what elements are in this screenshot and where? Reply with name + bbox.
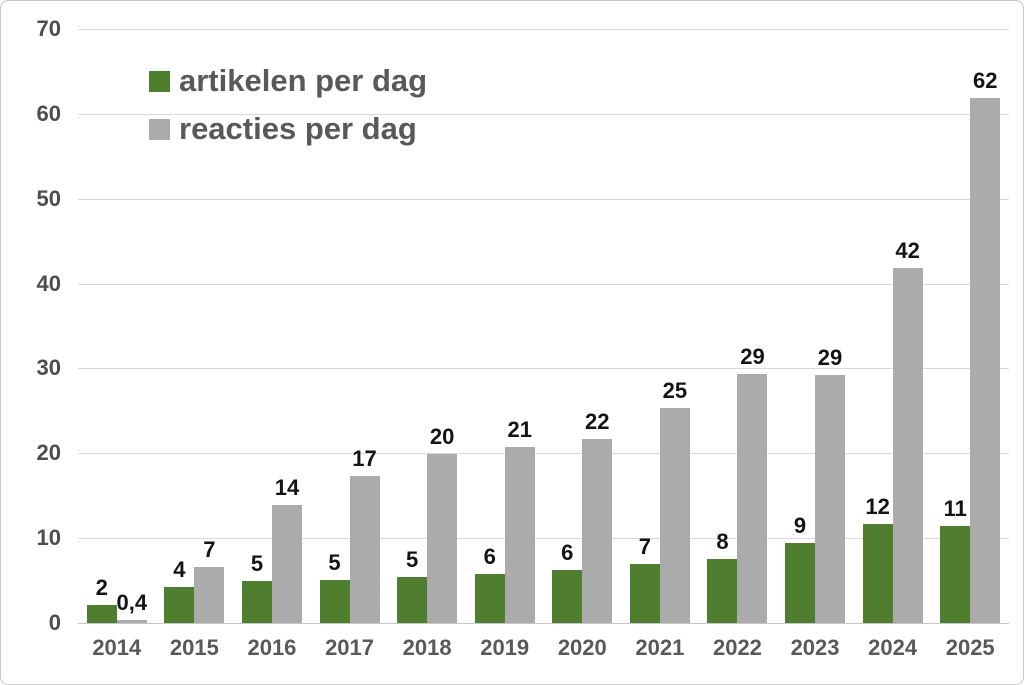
y-axis-tick-10: 10 — [36, 525, 61, 551]
bar-artikelen-2017 — [319, 579, 350, 623]
x-axis-tick-2015: 2015 — [169, 635, 219, 660]
y-axis-tick-40: 40 — [36, 270, 61, 296]
bar-label-reacties-2015: 7 — [203, 536, 216, 562]
legend-swatch-reacties-icon — [149, 118, 170, 140]
bar-label-artikelen-2024: 12 — [865, 493, 890, 519]
gridline-20 — [78, 453, 1009, 455]
bar-label-reacties-2021: 25 — [662, 378, 688, 404]
legend-item-artikelen: artikelen per dag — [149, 57, 427, 105]
bar-reacties-2019 — [504, 447, 535, 623]
bar-artikelen-2022 — [707, 558, 738, 623]
y-axis-tick-30: 30 — [36, 355, 61, 381]
gridline-0 — [78, 623, 1009, 624]
bar-reacties-2023 — [815, 375, 846, 623]
bar-label-reacties-2025: 62 — [972, 67, 998, 93]
bar-reacties-2016 — [271, 505, 302, 623]
x-axis-tick-2020: 2020 — [557, 635, 607, 660]
bar-reacties-2020 — [582, 438, 613, 623]
legend-item-reacties: reacties per dag — [149, 105, 427, 153]
x-axis-tick-2017: 2017 — [325, 635, 375, 660]
bar-label-reacties-2014: 0,4 — [116, 589, 148, 615]
x-axis-tick-2025: 2025 — [945, 635, 995, 660]
bar-label-artikelen-2021: 7 — [638, 533, 651, 559]
gridline-60 — [78, 113, 1009, 115]
bar-artikelen-2024 — [862, 523, 893, 623]
bar-label-artikelen-2018: 5 — [406, 547, 419, 573]
x-axis-tick-2016: 2016 — [247, 635, 297, 660]
bar-label-artikelen-2025: 11 — [943, 496, 967, 522]
bar-label-reacties-2019: 21 — [507, 417, 532, 443]
y-axis-tick-70: 70 — [36, 16, 61, 41]
legend-label-artikelen: artikelen per dag — [179, 63, 428, 98]
gridline-70 — [78, 29, 1009, 30]
y-axis-tick-20: 20 — [36, 440, 61, 466]
bar-label-reacties-2024: 42 — [895, 238, 920, 264]
bar-label-reacties-2020: 22 — [585, 408, 610, 434]
bar-reacties-2014 — [116, 619, 147, 623]
bar-label-artikelen-2014: 2 — [95, 575, 108, 601]
bar-reacties-2015 — [194, 566, 225, 623]
y-axis-tick-0: 0 — [48, 610, 61, 635]
bar-reacties-2025 — [970, 97, 1001, 623]
x-axis-tick-2014: 2014 — [92, 635, 142, 660]
legend-label-reacties: reacties per dag — [179, 111, 417, 146]
bar-reacties-2018 — [427, 454, 458, 623]
bar-artikelen-2018 — [397, 577, 428, 623]
gridline-10 — [78, 538, 1009, 540]
bar-reacties-2021 — [659, 408, 690, 623]
bar-label-artikelen-2015: 4 — [173, 557, 186, 583]
y-axis-tick-60: 60 — [36, 100, 61, 126]
gridline-40 — [78, 283, 1009, 285]
bar-label-reacties-2017: 17 — [352, 446, 377, 472]
bar-label-artikelen-2022: 8 — [716, 528, 729, 554]
bar-label-artikelen-2016: 5 — [250, 551, 264, 577]
bar-label-reacties-2018: 20 — [429, 424, 455, 450]
x-axis-tick-2024: 2024 — [868, 635, 918, 660]
legend-swatch-artikelen-icon — [149, 70, 170, 92]
gridline-30 — [78, 368, 1009, 370]
legend: artikelen per dag reacties per dag — [149, 57, 427, 153]
y-axis-tick-50: 50 — [36, 185, 61, 211]
bar-artikelen-2023 — [785, 543, 816, 623]
bar-artikelen-2014 — [86, 605, 117, 623]
bar-artikelen-2015 — [164, 587, 195, 623]
bar-label-artikelen-2023: 9 — [793, 513, 807, 539]
bar-label-reacties-2022: 29 — [740, 344, 765, 370]
bar-artikelen-2025 — [940, 526, 971, 623]
x-axis-tick-2019: 2019 — [480, 635, 530, 660]
bar-label-artikelen-2020: 6 — [561, 539, 574, 565]
bar-reacties-2022 — [737, 374, 768, 623]
bar-label-artikelen-2019: 6 — [483, 543, 496, 569]
bar-artikelen-2020 — [552, 569, 583, 623]
x-axis-tick-2021: 2021 — [635, 635, 685, 660]
bar-artikelen-2019 — [474, 573, 505, 623]
bar-artikelen-2016 — [241, 581, 272, 623]
bar-label-reacties-2016: 14 — [274, 475, 300, 501]
bar-artikelen-2021 — [629, 563, 660, 623]
bar-label-artikelen-2017: 5 — [328, 549, 341, 575]
gridline-50 — [78, 198, 1009, 200]
bar-reacties-2017 — [349, 476, 380, 623]
x-axis-tick-2018: 2018 — [402, 635, 452, 660]
x-axis-tick-2022: 2022 — [712, 635, 762, 660]
bar-reacties-2024 — [892, 268, 923, 623]
bar-label-reacties-2023: 29 — [817, 345, 843, 371]
x-axis-tick-2023: 2023 — [790, 635, 840, 660]
